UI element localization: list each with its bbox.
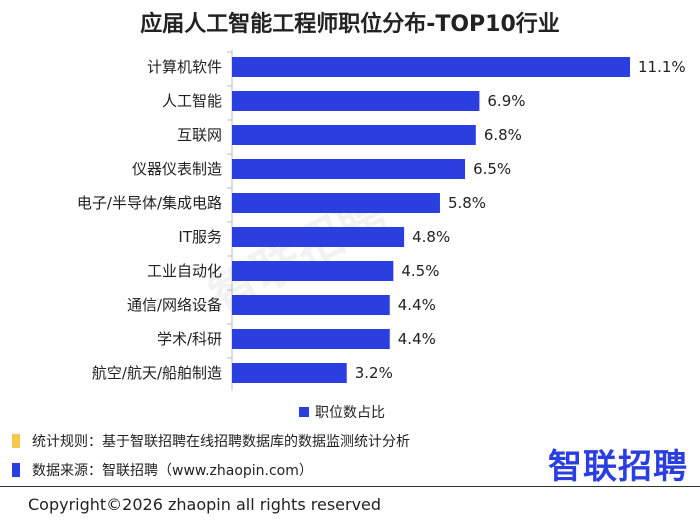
category-label: 仪器仪表制造 (132, 160, 222, 178)
note-source: 数据来源：智联招聘（www.zhaopin.com） (12, 460, 313, 480)
bar (232, 193, 440, 213)
bar (232, 91, 480, 111)
data-label: 3.2% (355, 364, 393, 382)
note-rule: 统计规则：基于智联招聘在线招聘数据库的数据监测统计分析 (12, 431, 410, 451)
bar (232, 261, 394, 281)
chart-title: 应届人工智能工程师职位分布-TOP10行业 (140, 12, 560, 37)
data-label: 4.5% (401, 262, 439, 280)
category-label: 互联网 (177, 126, 222, 144)
data-label: 4.4% (398, 296, 436, 314)
category-label: 工业自动化 (147, 262, 222, 280)
legend: 职位数占比 (299, 402, 385, 422)
bar (232, 329, 390, 349)
note-marker-yellow (12, 434, 20, 448)
bar (232, 125, 476, 145)
brand-logo: 智联招聘 (548, 447, 688, 487)
category-label: 航空/航天/船舶制造 (92, 364, 222, 382)
data-label: 6.8% (484, 126, 522, 144)
category-label: 通信/网络设备 (127, 296, 222, 314)
legend-label: 职位数占比 (315, 405, 385, 421)
data-label: 6.9% (487, 92, 525, 110)
bar-chart: 计算机软件 11.1% 人工智能 6.9% 互联网 6.8% 仪器仪表制造 6.5% 电子/半导… (77, 50, 686, 390)
category-label: 计算机软件 (147, 58, 222, 76)
data-label: 4.4% (398, 330, 436, 348)
category-label: 学术/科研 (157, 330, 222, 348)
note-source-text: 数据来源：智联招聘（www.zhaopin.com） (32, 463, 313, 479)
category-label: 电子/半导体/集成电路 (77, 194, 222, 212)
copyright-text: Copyright©2026 zhaopin all rights reserv… (28, 495, 382, 514)
data-label: 6.5% (473, 160, 511, 178)
bar (232, 57, 630, 77)
data-label: 11.1% (638, 58, 686, 76)
category-label: IT服务 (178, 228, 222, 246)
bar (232, 295, 390, 315)
bar (232, 227, 405, 247)
data-label: 5.8% (448, 194, 486, 212)
category-label: 人工智能 (162, 92, 222, 110)
note-marker-blue (12, 463, 20, 477)
footer: Copyright©2026 zhaopin all rights reserv… (0, 486, 700, 530)
legend-swatch (299, 407, 309, 417)
note-rule-text: 统计规则：基于智联招聘在线招聘数据库的数据监测统计分析 (32, 434, 410, 450)
bar (232, 159, 466, 179)
data-label: 4.8% (412, 228, 450, 246)
bar (232, 363, 347, 383)
